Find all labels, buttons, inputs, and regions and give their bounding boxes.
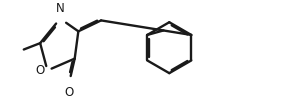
Text: O: O — [36, 64, 45, 77]
Text: N: N — [56, 2, 64, 15]
Text: O: O — [65, 86, 74, 99]
